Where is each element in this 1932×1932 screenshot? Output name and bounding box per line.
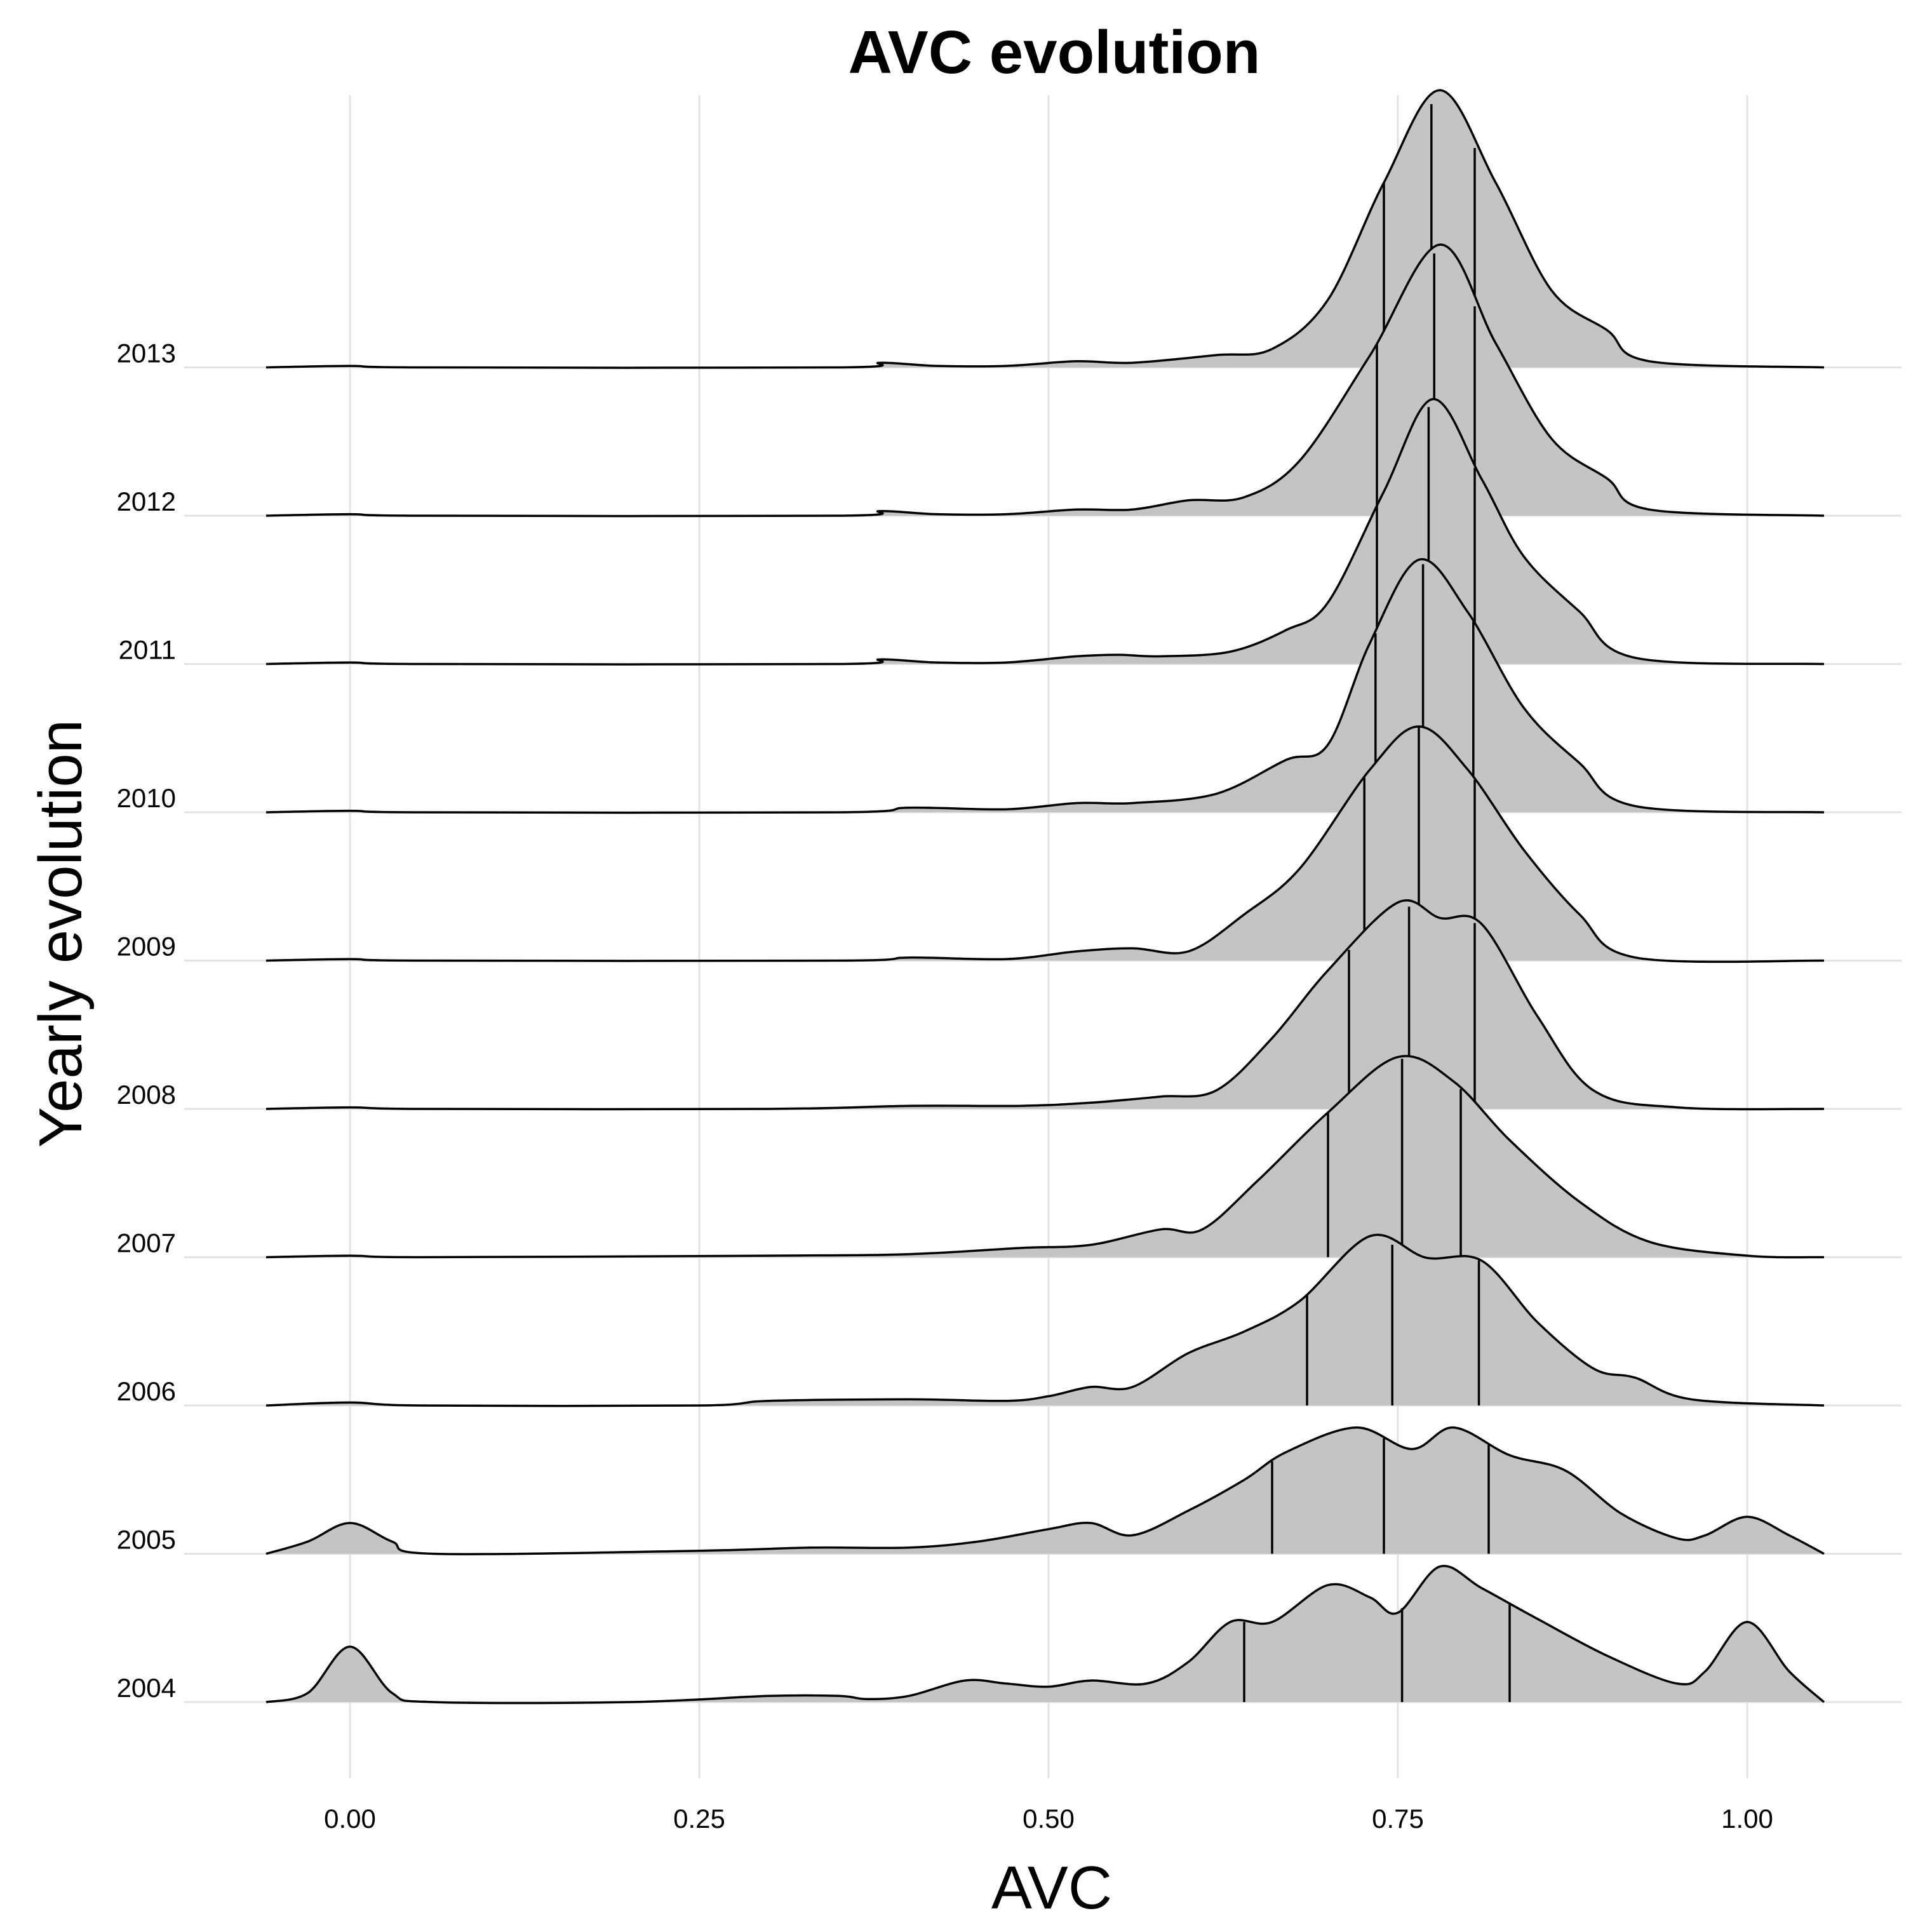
ridge-2005 <box>265 1426 1825 1555</box>
ridge-outline <box>265 558 1825 814</box>
ridge-2011 <box>265 398 1825 666</box>
ridge-2013 <box>265 89 1825 369</box>
ridge-area <box>266 1056 1824 1258</box>
x-tick-label: 0.00 <box>324 1804 376 1834</box>
ridge-outline <box>265 243 1825 518</box>
ridge-outline <box>265 725 1825 963</box>
chart-title: AVC evolution <box>849 18 1261 86</box>
ridge-area <box>266 900 1824 1110</box>
ridge-outline <box>265 89 1825 369</box>
x-tick-label: 1.00 <box>1721 1804 1773 1834</box>
y-tick-label: 2012 <box>117 486 176 516</box>
y-tick-label: 2011 <box>119 635 176 665</box>
x-axis-title: AVC <box>991 1854 1112 1922</box>
y-tick-label: 2004 <box>117 1673 176 1703</box>
x-tick-label: 0.75 <box>1372 1804 1424 1834</box>
x-tick-labels: 0.00 0.25 0.50 0.75 1.00 <box>324 1804 1773 1834</box>
y-tick-labels: 2004 2005 2006 2007 2008 2009 2010 2011 2012 2013 <box>117 339 176 1703</box>
x-tick-label: 0.50 <box>1023 1804 1075 1834</box>
ridge-outline <box>265 1055 1825 1259</box>
ridge-area <box>266 1235 1824 1406</box>
y-tick-label: 2013 <box>117 339 176 368</box>
y-tick-label: 2009 <box>117 932 176 962</box>
y-axis-title: Yearly evolution <box>27 720 95 1148</box>
ridge-outline <box>265 899 1825 1111</box>
ridge-outline <box>265 398 1825 666</box>
y-tick-label: 2008 <box>117 1080 176 1110</box>
y-tick-label: 2010 <box>117 783 176 813</box>
ridge-2007 <box>265 1055 1825 1259</box>
ridge-area <box>266 1427 1824 1555</box>
ridge-2004 <box>265 1564 1825 1705</box>
y-tick-label: 2007 <box>117 1228 176 1258</box>
ridge-area <box>266 1566 1824 1703</box>
ridge-2009 <box>265 725 1825 963</box>
ridge-outline <box>265 1426 1825 1555</box>
ridge-2006 <box>265 1233 1825 1407</box>
ridge-area <box>266 90 1824 368</box>
ridge-2010 <box>265 558 1825 814</box>
x-tick-label: 0.25 <box>673 1804 725 1834</box>
ridge-outline <box>265 1564 1825 1705</box>
y-tick-label: 2005 <box>117 1525 176 1555</box>
ridge-area <box>266 245 1824 516</box>
ridge-2012 <box>265 243 1825 518</box>
ridge-2008 <box>265 899 1825 1111</box>
y-tick-label: 2006 <box>117 1376 176 1406</box>
ridge-area <box>266 726 1824 962</box>
ridge-outline <box>265 1233 1825 1407</box>
ridges-layer <box>265 89 1825 1705</box>
